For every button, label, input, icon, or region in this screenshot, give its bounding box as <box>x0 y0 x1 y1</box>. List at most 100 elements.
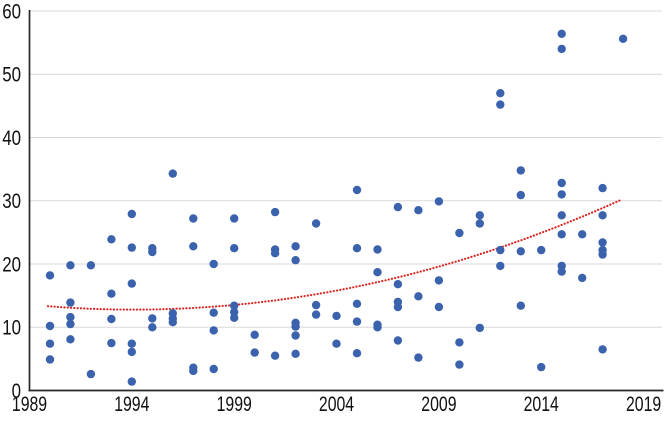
data-point-1999 <box>230 301 239 310</box>
data-point-1994 <box>127 209 136 219</box>
data-point-1995 <box>148 314 157 323</box>
data-point-2002 <box>291 322 300 331</box>
data-point-2001 <box>270 249 280 258</box>
data-point-2002 <box>291 256 300 265</box>
data-point-2007 <box>393 302 403 312</box>
data-point-2013 <box>516 247 525 256</box>
data-point-2003 <box>311 219 321 228</box>
data-point-2006 <box>373 245 382 254</box>
data-point-2000 <box>250 348 259 357</box>
data-point-1994 <box>127 347 136 357</box>
data-point-2018 <box>618 34 628 43</box>
data-point-2011 <box>475 219 484 228</box>
data-point-1992 <box>86 261 96 270</box>
data-point-1991 <box>66 312 75 322</box>
data-point-2007 <box>393 280 403 289</box>
data-point-2006 <box>373 323 382 332</box>
data-point-2001 <box>270 351 280 360</box>
data-point-2008 <box>414 292 423 301</box>
data-point-1998 <box>209 326 218 335</box>
data-point-2015 <box>557 44 566 54</box>
data-point-2009 <box>434 276 444 285</box>
data-point-2013 <box>516 301 525 310</box>
y-axis-tick-label-60: 60 <box>2 0 21 23</box>
data-point-1990 <box>45 339 55 348</box>
data-point-1993 <box>107 338 116 348</box>
data-point-2002 <box>291 331 300 340</box>
data-point-1993 <box>107 314 116 324</box>
y-axis-tick-label-10: 10 <box>2 317 21 340</box>
data-point-2014 <box>537 245 546 255</box>
data-point-2002 <box>291 242 300 251</box>
data-point-2008 <box>414 353 423 362</box>
data-point-2017 <box>598 345 607 354</box>
data-point-2017 <box>598 238 607 247</box>
data-point-2012 <box>496 261 505 271</box>
y-axis-tick-label-50: 50 <box>2 64 21 87</box>
data-point-2009 <box>434 197 444 206</box>
data-point-1995 <box>148 323 157 332</box>
data-point-1998 <box>209 308 218 317</box>
data-point-2010 <box>455 338 464 347</box>
data-point-2012 <box>496 100 505 109</box>
data-point-1997 <box>189 214 198 223</box>
data-point-1994 <box>127 243 136 252</box>
data-point-2012 <box>496 89 505 98</box>
data-point-2001 <box>270 207 280 217</box>
data-point-1990 <box>45 355 55 364</box>
y-axis-tick-label-0: 0 <box>12 380 21 403</box>
data-point-2017 <box>598 250 607 259</box>
data-point-2012 <box>496 245 505 255</box>
data-point-2013 <box>516 166 525 175</box>
data-point-2015 <box>557 230 566 239</box>
data-point-1998 <box>209 364 218 374</box>
data-point-2011 <box>475 211 484 220</box>
data-point-2007 <box>393 336 403 345</box>
data-point-2011 <box>475 323 484 333</box>
y-axis-tick-label-40: 40 <box>2 127 21 150</box>
data-point-1994 <box>127 339 136 348</box>
data-point-2014 <box>537 362 546 372</box>
data-point-1995 <box>148 247 157 257</box>
data-point-1991 <box>66 319 75 329</box>
data-point-1997 <box>189 242 198 251</box>
data-point-2015 <box>557 211 566 220</box>
data-point-2005 <box>352 317 362 326</box>
data-point-1999 <box>230 244 239 253</box>
x-axis-tick-label-1994: 1994 <box>114 393 149 416</box>
data-point-1998 <box>209 259 218 269</box>
data-point-1992 <box>86 369 96 379</box>
data-point-1993 <box>107 289 116 298</box>
data-point-1996 <box>168 169 177 178</box>
data-point-2002 <box>291 349 300 358</box>
data-point-1996 <box>168 318 177 327</box>
data-point-1991 <box>66 261 75 270</box>
data-point-2010 <box>455 228 464 238</box>
y-axis-tick-label-30: 30 <box>2 190 21 213</box>
x-axis-tick-label-1989: 1989 <box>12 393 47 416</box>
data-point-2005 <box>352 349 362 358</box>
data-point-2007 <box>393 202 403 212</box>
x-axis-tick-label-2014: 2014 <box>524 393 559 416</box>
data-point-2017 <box>598 183 607 193</box>
data-point-1991 <box>66 298 75 307</box>
data-point-2013 <box>516 190 525 200</box>
data-point-2015 <box>557 190 566 199</box>
data-point-2004 <box>332 339 341 348</box>
data-point-2003 <box>311 310 321 319</box>
data-point-1999 <box>230 214 239 223</box>
data-point-2015 <box>557 178 566 188</box>
x-axis-tick-label-2009: 2009 <box>421 393 456 416</box>
data-point-2006 <box>373 268 382 277</box>
data-point-2004 <box>332 311 341 321</box>
x-axis-tick-label-1999: 1999 <box>217 393 252 416</box>
data-point-2016 <box>578 273 587 283</box>
data-point-2016 <box>578 230 587 239</box>
data-point-1997 <box>189 366 198 376</box>
trendline <box>46 198 623 311</box>
y-axis-tick-label-20: 20 <box>2 253 21 276</box>
data-point-1994 <box>127 377 136 386</box>
data-point-2003 <box>311 300 321 310</box>
